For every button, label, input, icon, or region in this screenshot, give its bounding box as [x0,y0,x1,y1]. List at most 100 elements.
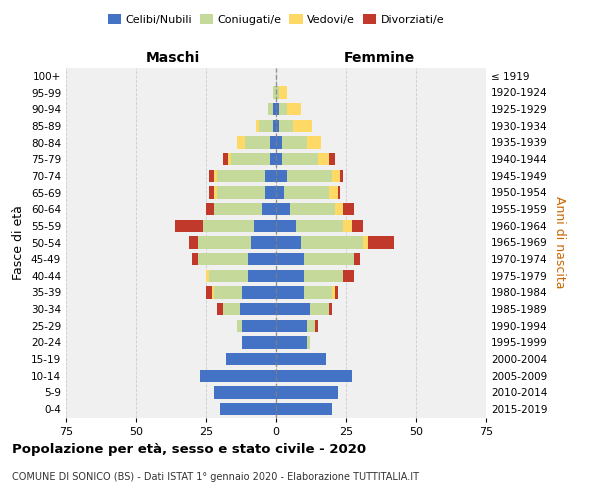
Bar [276,386,338,399]
Bar [281,136,307,149]
Bar [265,186,276,198]
Bar [329,186,338,198]
Y-axis label: Fasce di età: Fasce di età [13,205,25,280]
Bar [271,136,276,149]
Bar [284,186,329,198]
Bar [271,153,276,166]
Bar [355,253,360,266]
Bar [368,236,394,248]
Bar [276,270,304,282]
Bar [197,253,248,266]
Bar [290,203,335,215]
Bar [276,303,310,316]
Bar [276,203,290,215]
Bar [273,86,276,99]
Bar [242,320,276,332]
Bar [343,220,352,232]
Bar [192,253,197,266]
Bar [237,136,245,149]
Bar [304,286,332,298]
Bar [343,270,355,282]
Text: Maschi: Maschi [145,51,200,65]
Bar [231,153,271,166]
Bar [287,170,332,182]
Text: Popolazione per età, sesso e stato civile - 2020: Popolazione per età, sesso e stato civil… [12,442,366,456]
Bar [332,286,335,298]
Bar [214,186,217,198]
Text: Femmine: Femmine [344,51,415,65]
Bar [214,386,276,399]
Bar [206,270,209,282]
Bar [329,153,335,166]
Bar [276,220,296,232]
Bar [343,203,355,215]
Bar [307,320,315,332]
Bar [293,120,313,132]
Bar [206,286,212,298]
Bar [223,153,229,166]
Bar [276,170,287,182]
Bar [304,253,355,266]
Bar [229,153,231,166]
Bar [242,286,276,298]
Bar [273,120,276,132]
Bar [251,236,276,248]
Bar [268,103,273,116]
Bar [248,253,276,266]
Bar [301,236,363,248]
Bar [217,186,265,198]
Bar [220,403,276,415]
Bar [335,203,343,215]
Bar [265,170,276,182]
Bar [226,353,276,366]
Bar [276,103,279,116]
Bar [217,303,223,316]
Bar [206,203,214,215]
Bar [276,353,326,366]
Bar [276,236,301,248]
Bar [276,186,284,198]
Bar [352,220,363,232]
Bar [318,153,329,166]
Bar [276,286,304,298]
Bar [279,86,287,99]
Bar [237,320,242,332]
Bar [276,320,307,332]
Bar [281,153,318,166]
Bar [214,203,262,215]
Bar [197,236,251,248]
Bar [276,120,279,132]
Bar [332,170,340,182]
Bar [256,120,259,132]
Bar [262,203,276,215]
Bar [276,153,281,166]
Bar [276,253,304,266]
Y-axis label: Anni di nascita: Anni di nascita [553,196,566,288]
Bar [212,286,214,298]
Bar [329,303,332,316]
Bar [239,303,276,316]
Bar [276,403,332,415]
Bar [276,86,279,99]
Bar [276,370,352,382]
Bar [200,370,276,382]
Legend: Celibi/Nubili, Coniugati/e, Vedovi/e, Divorziati/e: Celibi/Nubili, Coniugati/e, Vedovi/e, Di… [106,12,446,27]
Bar [214,286,242,298]
Bar [242,336,276,349]
Bar [279,103,287,116]
Bar [209,270,248,282]
Bar [209,170,214,182]
Bar [175,220,203,232]
Bar [254,220,276,232]
Bar [340,170,343,182]
Bar [189,236,197,248]
Bar [287,103,301,116]
Bar [307,136,321,149]
Bar [276,336,307,349]
Bar [276,136,281,149]
Bar [223,303,239,316]
Bar [273,103,276,116]
Bar [217,170,265,182]
Bar [214,170,217,182]
Bar [296,220,343,232]
